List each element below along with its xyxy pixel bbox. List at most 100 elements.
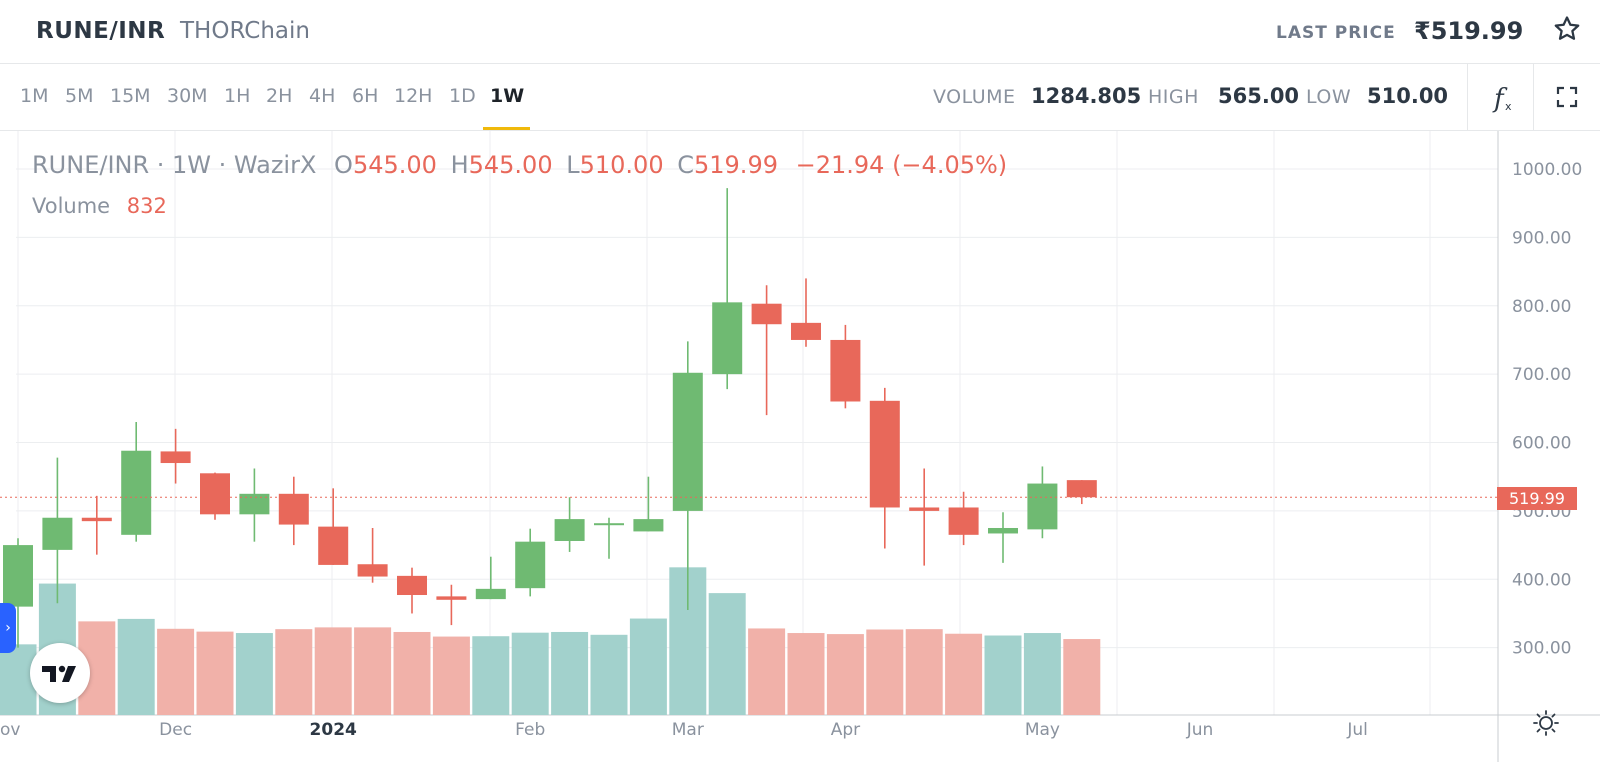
candle-body [475,588,506,600]
candle-body [869,400,900,508]
timeframe-1w[interactable]: 1W [490,85,525,107]
legend-low-value: 510.00 [579,151,664,179]
legend-low-label: L [566,151,580,179]
volume-legend-value: 832 [126,194,167,218]
volume-bar [511,632,549,715]
last-price-value: ₹519.99 [1414,17,1524,45]
time-axis-label: Feb [515,720,545,740]
last-price-label: LAST PRICE [1276,23,1396,43]
timeframe-2h[interactable]: 2H [266,85,293,107]
candle-body [909,507,940,511]
volume-bar [1023,633,1061,715]
volume-bar [551,631,589,715]
volume-legend: Volume 832 [32,194,167,218]
chart-legend: RUNE/INR · 1W · WazirX O545.00 H545.00 L… [32,151,1007,179]
legend-open-value: 545.00 [352,151,437,179]
fullscreen-button[interactable] [1533,64,1600,130]
current-price-tag: 519.99 [1497,487,1577,510]
volume-bar [354,627,392,715]
time-axis-label: Jun [1186,720,1214,740]
high-label: HIGH [1148,86,1199,108]
tradingview-logo[interactable] [30,643,90,703]
chain-name: THORChain [180,18,310,44]
candle-body [3,545,33,607]
settings-gear-icon[interactable] [1532,709,1560,737]
chevron-right-icon: › [5,620,11,636]
volume-bar [866,629,904,715]
legend-high-value: 545.00 [468,151,553,179]
low-value: 510.00 [1367,84,1449,108]
chart-area[interactable]: 1000.00 900.00 800.00 700.00 600.00 500.00 400… [0,131,1600,762]
candle-body [554,519,585,541]
volume-bar [157,628,195,715]
volume-bar [826,634,864,715]
volume-bar [905,629,943,715]
svg-text:x: x [1505,100,1512,113]
timeframe-4h[interactable]: 4H [309,85,336,107]
candle-body [712,302,743,375]
time-axis-label: Apr [831,720,860,740]
timeframe-1m[interactable]: 1M [20,85,49,107]
time-axis-label: Jul [1346,720,1368,740]
volume-bar [984,635,1022,715]
high-value: 565.00 [1218,84,1300,108]
candle-body [751,303,782,325]
volume-bar [748,628,786,715]
legend-close-label: C [677,151,694,179]
star-icon[interactable] [1552,14,1582,44]
volume-value: 1284.805 [1031,84,1142,108]
volume-bar [314,627,352,715]
fullscreen-icon [1556,86,1578,108]
price-axis-label: 600.00 [1512,434,1571,454]
tradingview-icon [42,665,76,682]
expand-sidebar-button[interactable]: › [0,603,16,653]
candle-body [633,519,664,532]
candle-body [830,339,861,402]
candle-body [200,473,230,515]
candle-body [436,596,467,600]
volume-bar [1063,639,1101,715]
candle-body [988,527,1018,534]
candle-body [1066,480,1097,498]
candle-body [239,493,270,515]
candlestick-chart[interactable]: 1000.00900.00800.00700.00600.00500.00400… [0,131,1600,762]
volume-bar [590,634,628,715]
price-axis-label: 700.00 [1512,365,1571,385]
candle-body [594,523,624,526]
indicators-button[interactable]: f x [1467,64,1534,130]
volume-bar [393,631,431,715]
legend-open-label: O [334,151,353,179]
candle-body [515,541,546,589]
pair-name: RUNE/INR [36,18,166,44]
price-axis-label: 400.00 [1512,570,1571,590]
timeframe-12h[interactable]: 12H [394,85,433,107]
function-icon: f x [1492,84,1512,114]
candle-body [160,451,191,464]
timeframe-1h[interactable]: 1H [224,85,251,107]
timeframe-30m[interactable]: 30M [167,85,208,107]
price-axis-label: 900.00 [1512,228,1571,248]
timeframe-1d[interactable]: 1D [449,85,476,107]
volume-label: VOLUME [933,86,1016,108]
candle-body [791,322,821,340]
time-axis-label: 2024 [310,720,357,740]
time-axis-label: Mar [672,720,704,740]
time-axis-label: May [1025,720,1060,740]
price-axis-label: 300.00 [1512,639,1571,659]
candle-body [278,493,309,525]
timeframe-15m[interactable]: 15M [110,85,151,107]
timeframe-6h[interactable]: 6H [352,85,379,107]
volume-bar [117,618,155,715]
volume-bar [945,633,983,715]
timeframe-5m[interactable]: 5M [65,85,94,107]
volume-bar [708,593,746,715]
legend-high-label: H [450,151,469,179]
price-axis-label: 800.00 [1512,297,1571,317]
candle-body [121,450,152,535]
volume-legend-label: Volume [32,194,111,218]
volume-bar [472,636,510,715]
legend-change: −21.94 (−4.05%) [795,151,1008,179]
time-axis-label: Dec [159,720,192,740]
candle-body [1027,483,1058,530]
volume-bar [432,636,470,715]
